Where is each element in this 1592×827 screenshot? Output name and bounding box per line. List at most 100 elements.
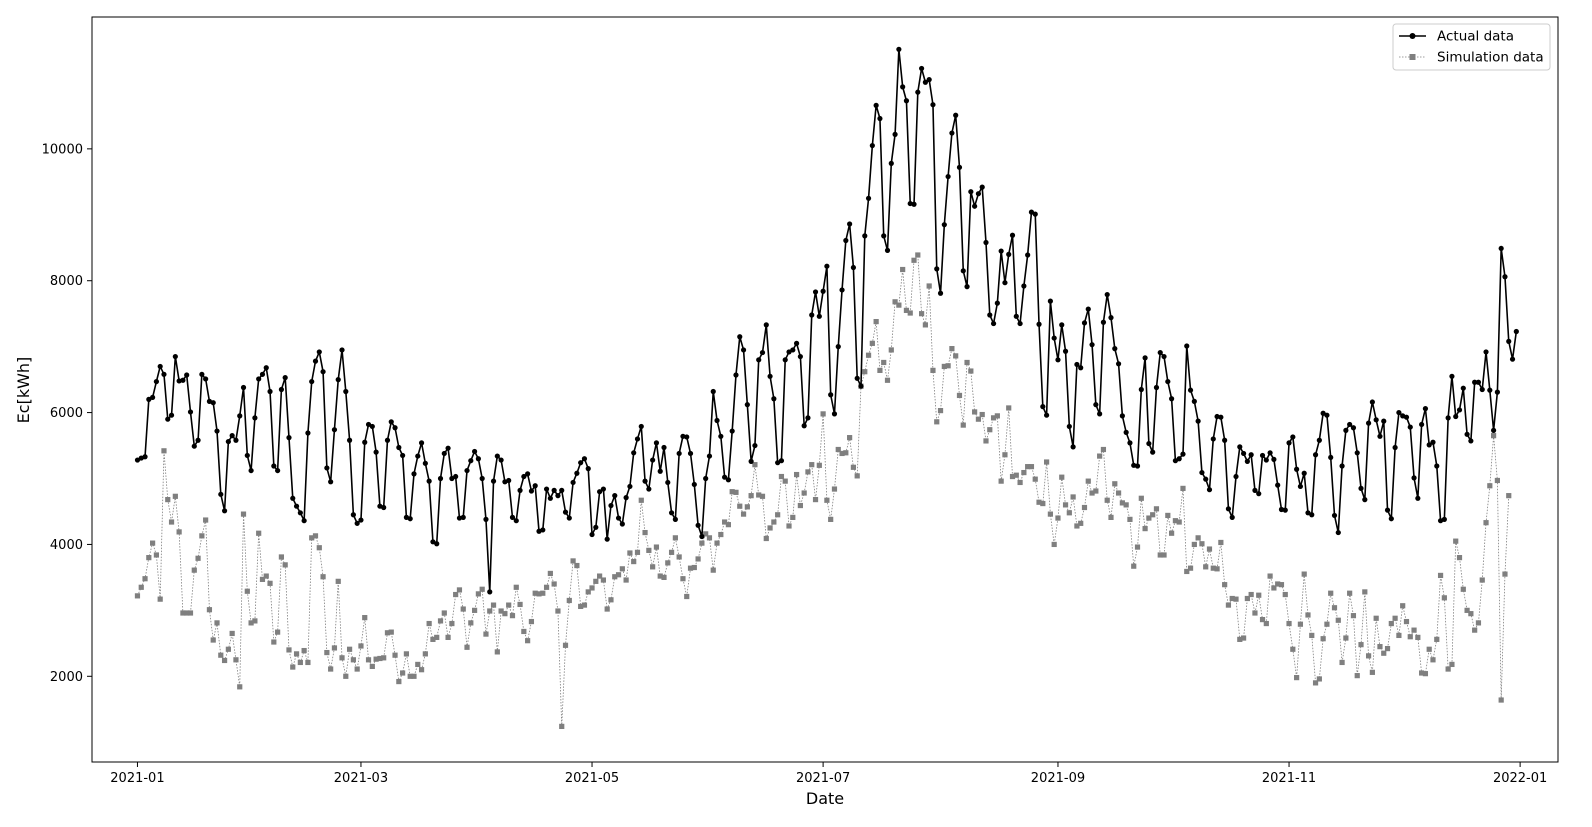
data-point	[415, 661, 421, 668]
data-point	[884, 377, 891, 383]
data-point	[472, 448, 478, 455]
data-point	[453, 473, 459, 480]
data-point	[1115, 490, 1122, 496]
data-point	[881, 233, 887, 239]
data-point	[559, 723, 565, 729]
data-point	[1491, 427, 1497, 433]
data-point	[1013, 472, 1019, 478]
data-point	[820, 411, 826, 417]
data-point	[562, 509, 569, 515]
data-point	[756, 492, 762, 498]
data-point	[854, 375, 860, 381]
data-point	[1218, 539, 1224, 546]
data-point	[396, 444, 402, 451]
data-point	[650, 457, 656, 463]
data-point	[983, 239, 989, 246]
data-point	[725, 477, 732, 483]
data-point	[517, 601, 523, 608]
x-axis-title: Date	[806, 789, 844, 808]
data-point	[1449, 661, 1455, 668]
data-point	[623, 495, 629, 501]
data-point	[1415, 495, 1421, 501]
data-point	[271, 639, 277, 645]
data-point	[759, 493, 766, 499]
data-point	[835, 344, 841, 350]
data-point	[1074, 361, 1080, 368]
data-point	[1131, 563, 1137, 569]
data-point	[1210, 436, 1216, 442]
data-point	[604, 606, 610, 612]
data-point	[1460, 385, 1466, 391]
data-point	[301, 518, 307, 524]
data-point	[551, 487, 557, 493]
data-point	[623, 577, 629, 583]
data-point	[839, 287, 845, 293]
data-point	[631, 450, 637, 456]
data-point	[305, 659, 311, 666]
data-point	[1267, 573, 1273, 579]
data-point	[418, 667, 425, 673]
data-point	[900, 84, 906, 90]
data-point	[244, 452, 250, 459]
data-point	[881, 359, 887, 366]
data-point	[536, 591, 542, 597]
data-point	[1070, 444, 1076, 450]
data-point	[1089, 342, 1095, 348]
data-point	[665, 560, 671, 566]
data-point	[1282, 507, 1288, 513]
data-point	[1275, 482, 1281, 488]
data-point	[487, 608, 493, 614]
data-point	[1350, 613, 1357, 619]
data-point	[873, 318, 879, 325]
data-point	[1229, 595, 1235, 602]
data-point	[1093, 402, 1099, 408]
data-point	[722, 519, 728, 525]
data-point	[771, 519, 777, 525]
data-point	[691, 481, 697, 488]
data-point	[744, 504, 750, 510]
data-point	[1324, 412, 1330, 418]
data-point	[1089, 490, 1095, 496]
data-point	[873, 102, 879, 108]
data-point	[1191, 398, 1197, 404]
data-point	[551, 581, 557, 587]
data-point	[407, 516, 413, 522]
data-point	[358, 643, 364, 649]
data-point	[828, 392, 834, 398]
data-point	[555, 493, 561, 499]
data-point	[956, 392, 963, 399]
data-point	[1403, 618, 1410, 625]
data-point	[1491, 433, 1497, 439]
data-point	[877, 115, 883, 122]
data-point	[346, 437, 353, 443]
data-point	[926, 77, 932, 83]
data-point	[926, 283, 932, 289]
data-point	[1464, 607, 1470, 613]
data-point	[850, 264, 857, 271]
data-point	[1324, 621, 1330, 627]
legend-box	[1392, 23, 1551, 71]
data-point	[990, 415, 997, 421]
data-point	[1509, 356, 1516, 362]
data-point	[1464, 431, 1470, 437]
data-point	[1479, 577, 1485, 583]
data-point	[1051, 541, 1057, 548]
data-point	[1070, 494, 1076, 500]
data-point	[1237, 636, 1243, 642]
data-point	[309, 378, 315, 385]
data-point	[714, 540, 720, 546]
data-point	[1384, 507, 1391, 513]
data-point	[911, 201, 917, 207]
data-point	[278, 386, 285, 393]
data-point	[1028, 464, 1035, 470]
data-point	[1108, 315, 1114, 321]
data-point	[593, 578, 599, 584]
data-point	[407, 673, 413, 679]
data-point	[1134, 463, 1141, 469]
data-point	[1494, 389, 1500, 395]
data-point	[441, 450, 447, 457]
y-tick-label: 10000	[42, 142, 83, 157]
data-point	[896, 302, 902, 308]
data-point	[858, 383, 864, 389]
